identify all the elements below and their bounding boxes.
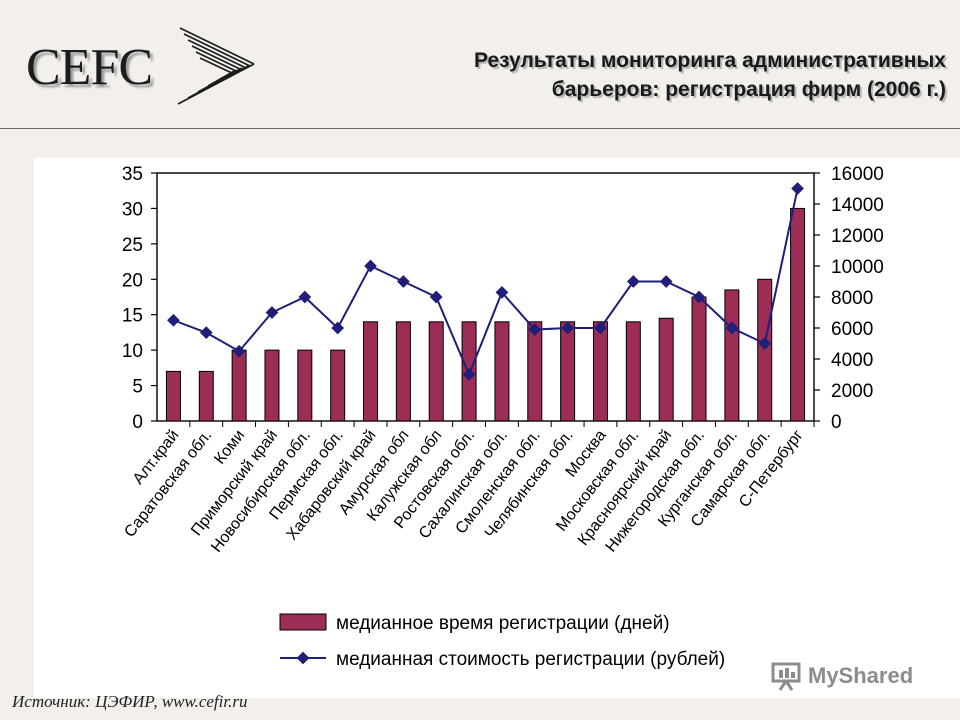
header-divider (0, 128, 960, 129)
bar (658, 317, 674, 422)
bar (592, 321, 608, 422)
bar (724, 289, 740, 422)
cost-point (462, 368, 476, 381)
bar (363, 321, 379, 422)
bar (264, 349, 280, 422)
cost-point (791, 182, 804, 195)
bar (494, 321, 510, 422)
left-axis-tick-label: 15 (122, 306, 143, 327)
cost-point (265, 306, 279, 319)
legend-line-marker (296, 651, 310, 665)
logo: CEFC (26, 39, 153, 96)
right-axis-tick-label: 16000 (831, 164, 884, 185)
left-axis-tick-label: 10 (122, 341, 143, 362)
right-axis-tick-label: 12000 (831, 226, 884, 247)
cost-line (173, 188, 799, 378)
cost-point (199, 326, 213, 340)
header: CEFC Результаты мониторинга администрати… (0, 0, 960, 128)
bar (198, 370, 214, 422)
cost-point (528, 323, 542, 336)
cost-point (659, 275, 673, 288)
title-line-2: барьеров: регистрация фирм (2006 г.) (551, 78, 946, 101)
right-axis-tick-label: 2000 (831, 381, 873, 402)
left-axis-tick-label: 30 (122, 199, 143, 220)
bar (231, 349, 247, 422)
title-line-1: Результаты мониторинга административных (473, 49, 946, 72)
left-axis-tick-label: 0 (132, 412, 143, 433)
bar (527, 321, 543, 422)
bar (691, 296, 707, 422)
right-axis-tick-label: 10000 (831, 257, 884, 278)
right-axis-tick-label: 6000 (831, 319, 873, 340)
legend-bar-label: медианное время регистрации (дней) (336, 613, 670, 634)
bar (428, 321, 444, 422)
left-axis-tick-label: 35 (122, 164, 143, 185)
bar (625, 321, 641, 422)
bar (560, 321, 576, 422)
chart-panel: 0 5 10 15 20 25 30 35 0 2000 4000 6000 8000 10000 1200… (34, 158, 960, 698)
bar (790, 207, 806, 422)
cost-point (232, 344, 246, 358)
cost-point (429, 290, 443, 304)
page-title: Результаты мониторинга административных … (306, 46, 946, 104)
bar (330, 349, 346, 422)
watermark: MyShared (770, 660, 913, 692)
cost-point (397, 275, 410, 288)
bar (757, 278, 773, 422)
cost-point (331, 321, 345, 335)
cost-point (495, 285, 509, 299)
cost-point (364, 259, 377, 273)
cost-point (626, 275, 640, 288)
right-axis-tick-label: 4000 (831, 350, 873, 371)
presentation-icon (771, 662, 801, 691)
legend-bar-swatch (279, 613, 327, 631)
bar (395, 321, 411, 422)
bar (297, 349, 313, 422)
watermark-text: MyShared (808, 663, 914, 688)
right-axis-tick-label: 8000 (831, 288, 873, 309)
logo-arrow-icon (177, 27, 255, 105)
right-axis-tick-label: 0 (831, 412, 842, 433)
plot-frame (156, 172, 815, 422)
left-axis-tick-label: 25 (122, 235, 143, 256)
left-axis-tick-label: 20 (122, 270, 143, 291)
bar (165, 370, 181, 422)
source-note: Источник: ЦЭФИР, www.cefir.ru (12, 692, 248, 711)
combo-chart: 0 5 10 15 20 25 30 35 0 2000 4000 6000 8000 10000 1200… (121, 164, 884, 670)
right-axis-tick-label: 14000 (831, 195, 884, 216)
cost-point (298, 290, 312, 304)
left-axis-tick-label: 5 (132, 377, 143, 398)
legend-line-label: медианная стоимость регистрации (рублей) (336, 649, 725, 670)
cost-point (167, 313, 180, 327)
